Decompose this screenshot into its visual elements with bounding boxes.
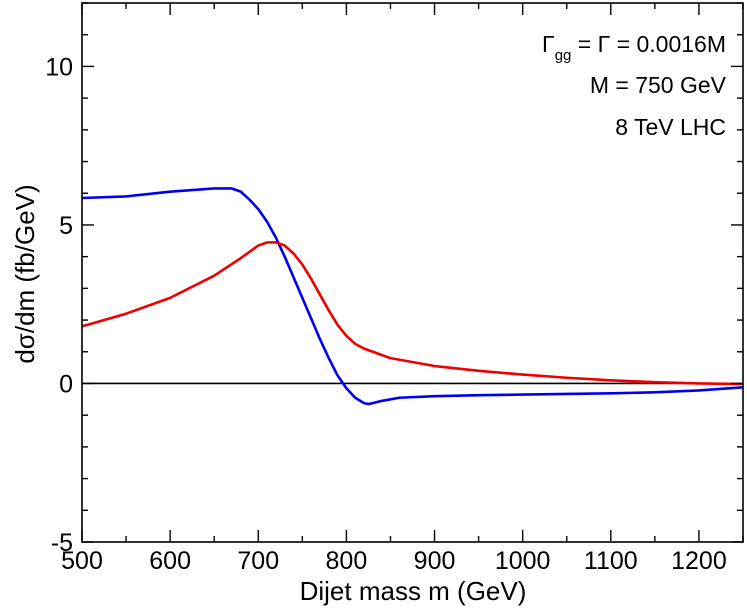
annotation-mass: M = 750 GeV	[590, 72, 727, 98]
x-tick-label: 1000	[495, 547, 551, 575]
plot-frame	[81, 2, 744, 543]
x-tick-label: 700	[237, 547, 279, 575]
x-tick-label: 900	[414, 547, 456, 575]
annotation-gamma: Γgg = Γ = 0.0016M	[542, 31, 726, 64]
y-tick-label: -5	[51, 529, 73, 557]
series-layer	[81, 187, 744, 406]
annotations: Γgg = Γ = 0.0016M M = 750 GeV 8 TeV LHC	[542, 31, 727, 140]
gamma-symbol: Γ	[542, 31, 555, 57]
series-line-2	[81, 241, 744, 386]
x-tick-label: 500	[61, 547, 103, 575]
y-axis-label: dσ/dm (fb/GeV)	[10, 184, 40, 363]
x-tick-label: 600	[149, 547, 191, 575]
gamma-rest: = Γ = 0.0016M	[571, 31, 726, 57]
x-tick-label: 1200	[671, 547, 727, 575]
gamma-subscript: gg	[555, 47, 572, 64]
y-tick-label: 10	[45, 53, 73, 81]
x-axis-label: Dijet mass m (GeV)	[300, 576, 527, 606]
y-tick-label: 5	[59, 212, 73, 240]
x-tick-label: 800	[326, 547, 368, 575]
axes: 500 600 700 800 900 1000 1100 1200 -5 0 5 10	[45, 2, 744, 575]
series-line-1	[81, 187, 744, 406]
x-tick-label: 1100	[584, 547, 638, 575]
annotation-lhc: 8 TeV LHC	[615, 114, 726, 140]
y-tick-label: 0	[59, 370, 73, 398]
